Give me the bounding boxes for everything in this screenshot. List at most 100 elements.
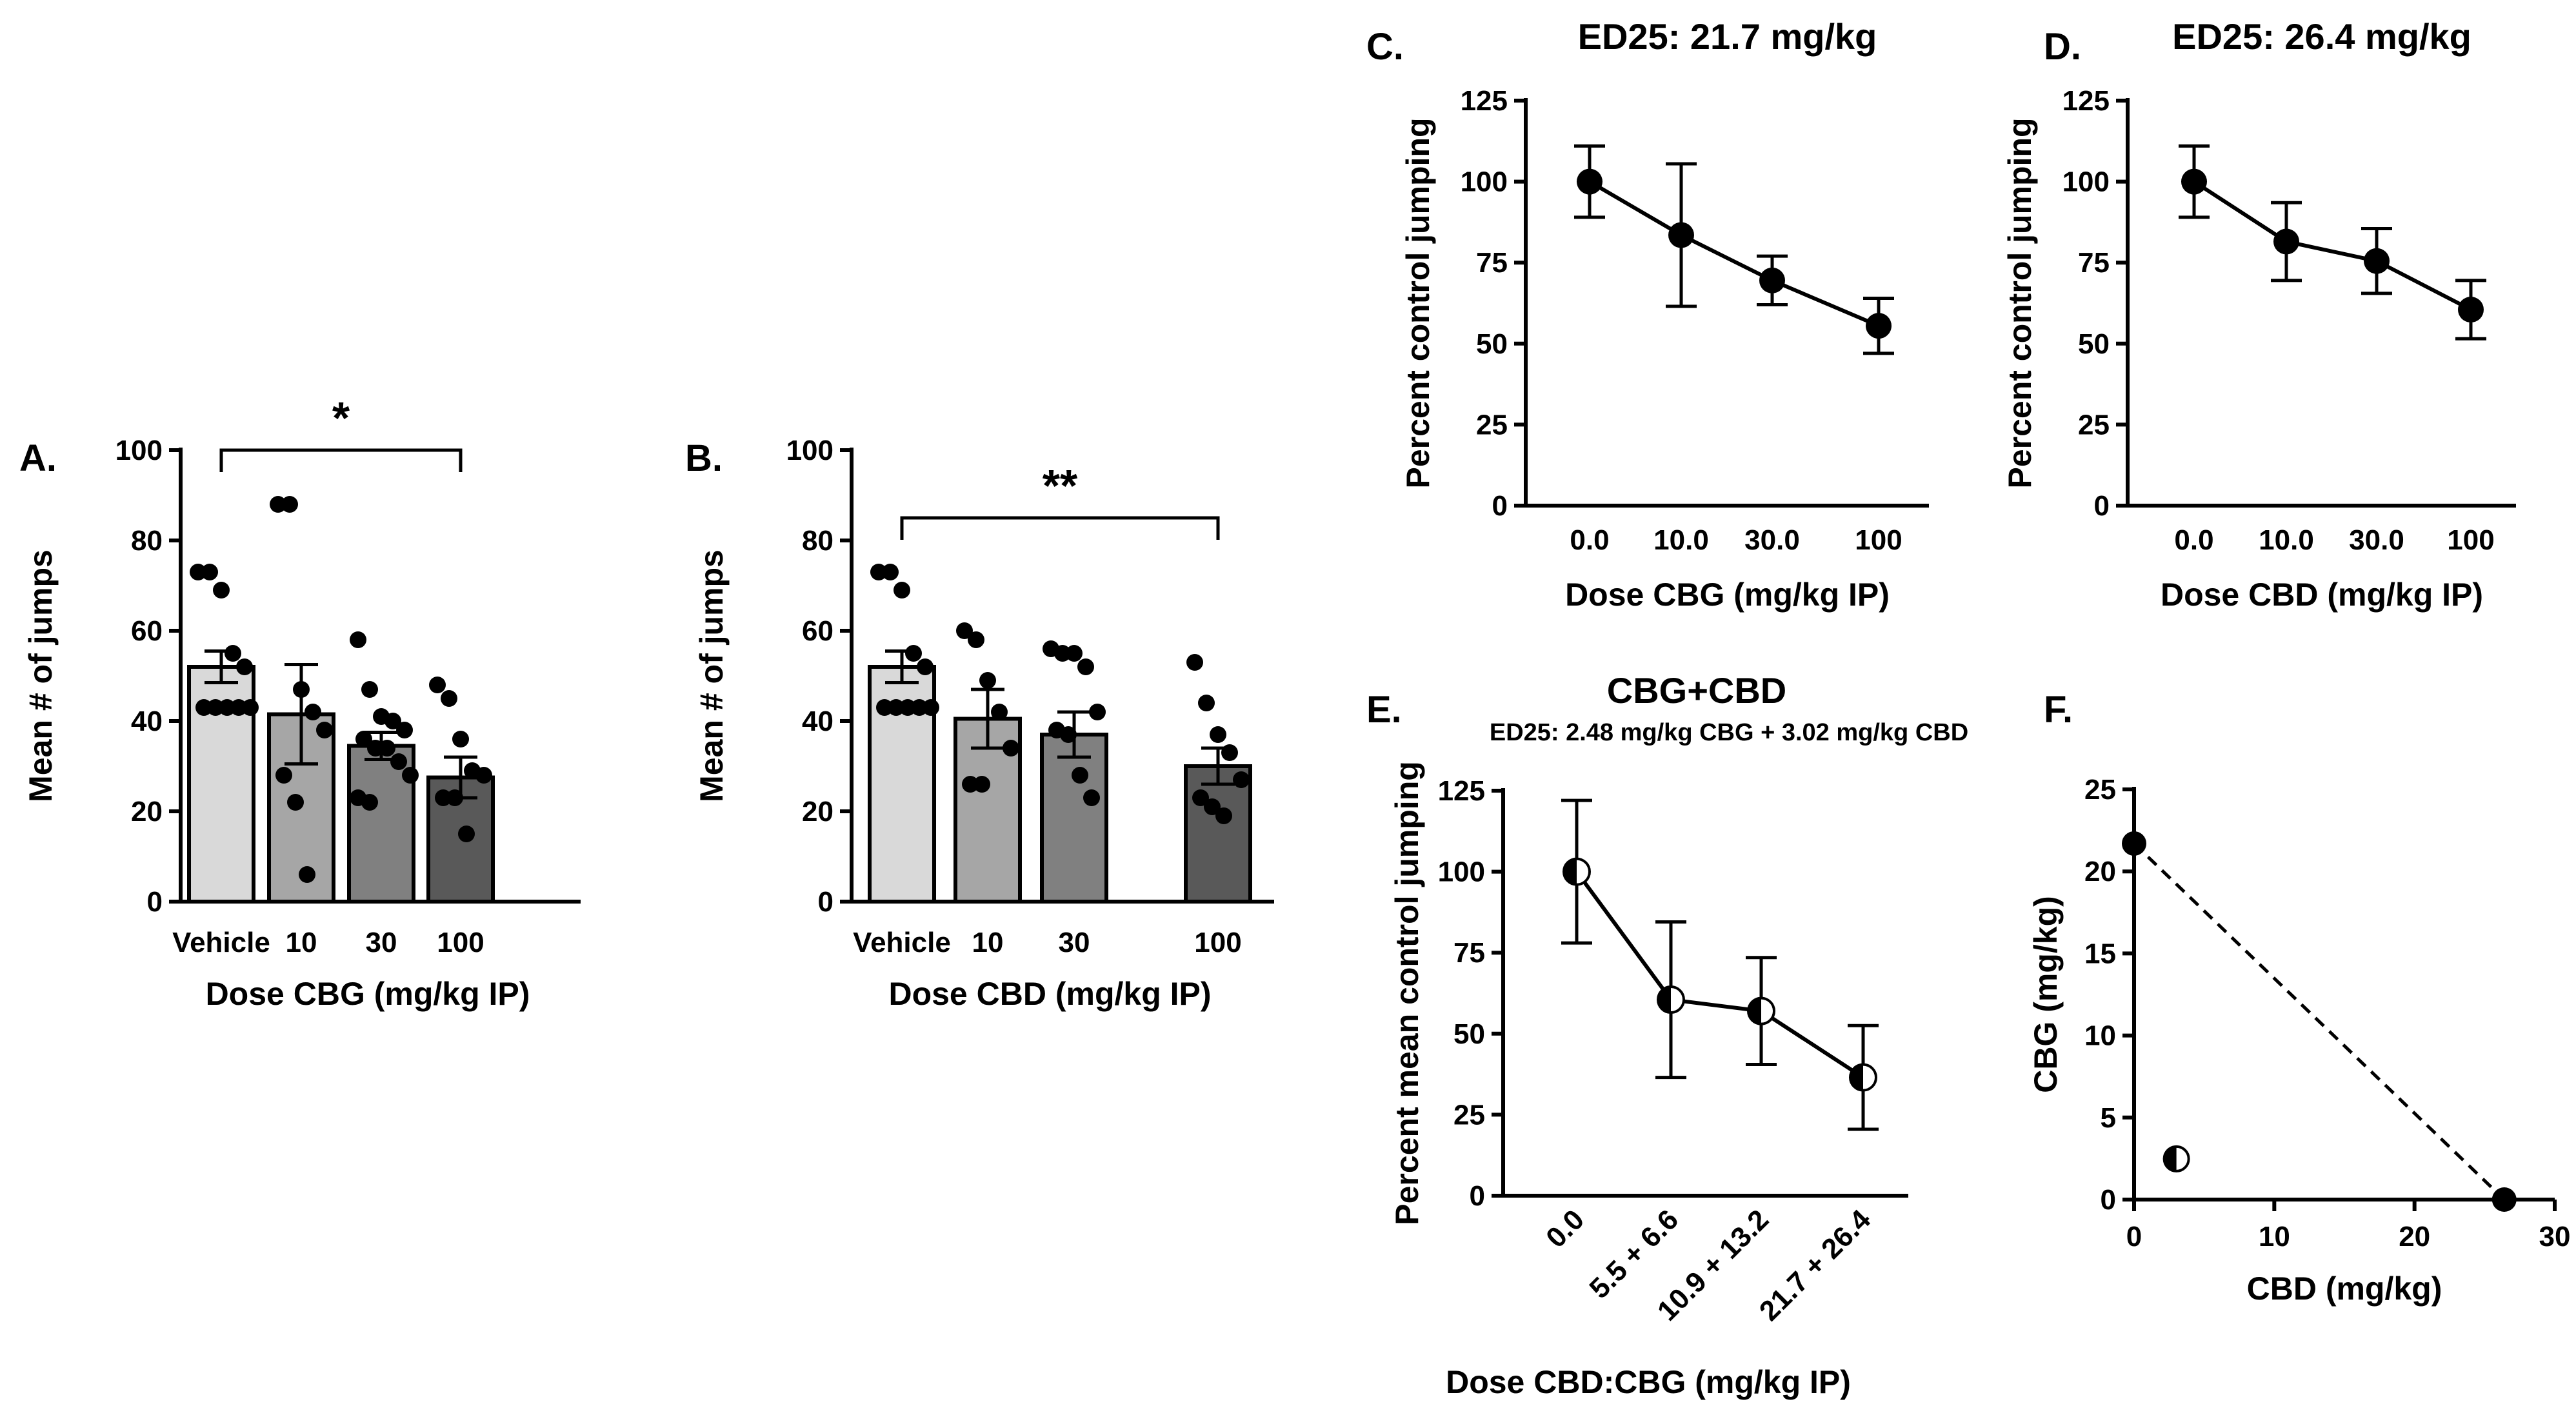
data-point-C-0: [1577, 168, 1603, 195]
y-tick-label-C: 75: [1476, 247, 1508, 279]
series-line-E: [1575, 870, 1864, 1080]
data-point-A-2: [361, 794, 378, 811]
x-tick-label-F: 10: [2259, 1221, 2290, 1252]
data-point-B-1: [991, 704, 1008, 720]
y-tick-label-A: 60: [131, 615, 163, 647]
data-point-A-0: [219, 699, 235, 716]
data-point-B-0: [923, 699, 939, 716]
data-point-F-0: [2122, 831, 2146, 856]
y-tick-label-C: 0: [1492, 490, 1508, 522]
data-point-A-0: [195, 699, 212, 716]
panel-label-D: D.: [2044, 26, 2081, 68]
chart-title-E: CBG+CBD: [1607, 670, 1786, 711]
data-point-F-1: [2491, 1187, 2517, 1212]
y-tick-label-B: 60: [802, 615, 834, 647]
y-tick-label-D: 75: [2078, 247, 2110, 279]
data-point-B-3: [1192, 789, 1209, 806]
y-tick-label-D: 50: [2078, 328, 2110, 360]
data-point-B-0: [876, 699, 893, 716]
data-point-A-1: [275, 767, 292, 784]
data-point-B-2: [1089, 704, 1106, 720]
panel-label-E: E.: [1366, 689, 1402, 731]
y-tick-label-C: 25: [1476, 409, 1508, 440]
data-point-B-3: [1215, 807, 1232, 824]
data-point-B-2: [1077, 658, 1094, 675]
y-axis-title-A: Mean # of jumps: [23, 549, 59, 802]
x-tick-label-E: 0.0: [1540, 1203, 1590, 1254]
y-tick-label-A: 40: [131, 706, 163, 737]
panel-label-B: B.: [685, 437, 723, 479]
x-tick-label-C: 30.0: [1744, 524, 1800, 556]
data-point-A-1: [270, 496, 286, 513]
chart-title-C: ED25: 21.7 mg/kg: [1578, 16, 1877, 57]
data-point-A-1: [316, 722, 333, 738]
data-point-B-0: [899, 699, 916, 716]
data-point-A-2: [402, 767, 419, 784]
data-point-E-3-half: [1850, 1064, 1863, 1091]
y-tick-label-A: 100: [115, 435, 163, 466]
x-tick-label-C: 100: [1855, 524, 1902, 556]
data-point-A-3: [429, 677, 446, 693]
data-point-E-0-half: [1564, 858, 1577, 885]
x-tick-label-F: 20: [2399, 1221, 2430, 1252]
data-point-B-2: [1054, 645, 1071, 662]
data-point-B-3: [1210, 726, 1226, 743]
data-point-B-1: [962, 776, 979, 793]
bar-A-2: [347, 744, 415, 904]
x-tick-label-B: 30: [1059, 927, 1090, 958]
data-point-A-0: [230, 699, 247, 716]
data-point-A-0: [190, 564, 206, 580]
data-point-B-0: [917, 658, 934, 675]
y-axis-title-D: Percent control jumping: [2002, 117, 2038, 488]
data-point-B-3: [1221, 744, 1238, 761]
data-point-B-1: [973, 776, 990, 793]
data-point-A-3: [435, 789, 452, 806]
data-point-A-0: [201, 564, 218, 580]
y-tick-label-E: 100: [1438, 856, 1485, 888]
data-point-A-3: [441, 690, 457, 707]
series-line-D: [2193, 180, 2472, 312]
x-axis-title-B: Dose CBD (mg/kg IP): [888, 976, 1211, 1012]
data-point-B-2: [1083, 789, 1100, 806]
data-point-A-1: [287, 794, 304, 811]
data-point-E-1-half: [1658, 987, 1671, 1013]
y-tick-label-E: 25: [1453, 1099, 1485, 1131]
y-axis-title-F: CBG (mg/kg): [2028, 896, 2064, 1093]
y-tick-label-E: 125: [1438, 775, 1485, 807]
data-point-B-2: [1066, 645, 1083, 662]
data-point-A-2: [384, 713, 401, 729]
data-point-A-2: [355, 731, 372, 747]
bar-B-2: [1040, 733, 1108, 904]
x-tick-label-D: 100: [2447, 524, 2494, 556]
y-tick-label-C: 50: [1476, 328, 1508, 360]
x-axis-title-E: Dose CBD:CBG (mg/kg IP): [1446, 1364, 1851, 1400]
data-point-A-0: [236, 658, 253, 675]
data-point-C-3: [1866, 313, 1892, 339]
y-tick-label-B: 80: [802, 525, 834, 557]
data-point-C-2: [1759, 267, 1785, 293]
y-tick-label-F: 10: [2084, 1020, 2116, 1052]
bar-B-3: [1184, 764, 1252, 904]
y-axis-title-B: Mean # of jumps: [694, 549, 730, 802]
significance-bracket-B: [900, 516, 1220, 540]
y-tick-label-B: 100: [786, 435, 834, 466]
data-point-B-3: [1198, 695, 1215, 711]
data-point-D-3: [2458, 297, 2484, 323]
x-tick-label-B: 10: [972, 927, 1004, 958]
data-point-B-2: [1060, 726, 1077, 743]
data-point-F-2-half: [2164, 1146, 2177, 1171]
panel-label-F: F.: [2044, 689, 2073, 731]
chart-title-D: ED25: 26.4 mg/kg: [2172, 16, 2471, 57]
x-tick-label-A: Vehicle: [172, 927, 270, 958]
x-tick-label-C: 10.0: [1653, 524, 1709, 556]
data-point-A-0: [207, 699, 224, 716]
data-point-E-2-half: [1748, 998, 1761, 1024]
x-tick-label-A: 30: [366, 927, 397, 958]
data-point-A-3: [446, 789, 463, 806]
data-point-A-2: [361, 681, 378, 698]
y-tick-label-F: 20: [2084, 856, 2116, 887]
data-point-D-0: [2181, 168, 2207, 195]
y-tick-label-C: 100: [1461, 166, 1508, 198]
x-tick-label-F: 0: [2126, 1221, 2142, 1252]
y-tick-label-C: 125: [1461, 85, 1508, 117]
